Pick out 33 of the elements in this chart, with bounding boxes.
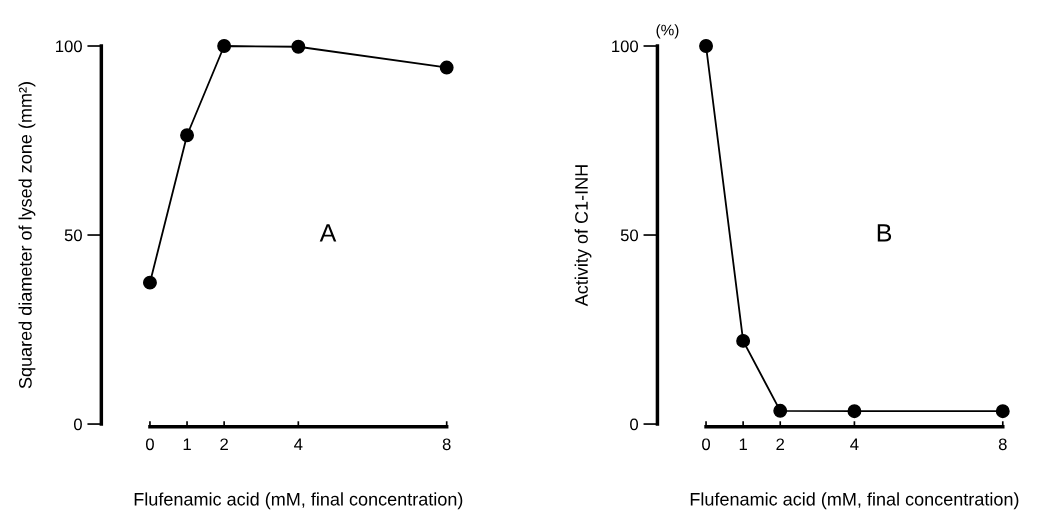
y-tick-label: 100 [56,40,82,53]
y-tick-label: 100 [612,40,639,53]
point [291,39,306,54]
x-tick-label: 2 [776,438,785,451]
y-tick-label: 0 [73,418,82,431]
x-tick-label: 8 [442,438,451,451]
y-tick-label: 50 [64,229,82,242]
x-tick-label: 0 [702,438,711,451]
point [143,275,157,290]
x-tick-label: 1 [183,438,191,451]
x-tick-label: 4 [850,438,859,451]
annotation: A [319,224,337,242]
y-tick-label: 50 [620,229,639,242]
point [736,333,751,348]
y-axis-title: Activity of C1-INH [574,165,592,307]
x-axis-title: Flufenamic acid (mM, final concentration) [690,492,1019,510]
x-tick-label: 8 [998,438,1007,451]
x-tick-label: 2 [220,438,228,451]
x-tick-label: 4 [294,438,303,451]
x-axis-title: Flufenamic acid (mM, final concentration) [134,492,463,510]
y-tick-label: 0 [630,418,639,431]
point [847,404,862,419]
point [995,404,1010,419]
text: (%) [656,24,679,39]
x-tick-label: 0 [145,438,154,451]
x-tick-label: 1 [739,438,747,451]
y-axis-title: Squared diameter of lysed zone (mm²) [18,82,36,389]
point [773,403,788,418]
point [699,39,713,53]
point [217,39,232,53]
annotation: B [877,224,892,242]
point [439,60,454,75]
point [180,128,194,143]
